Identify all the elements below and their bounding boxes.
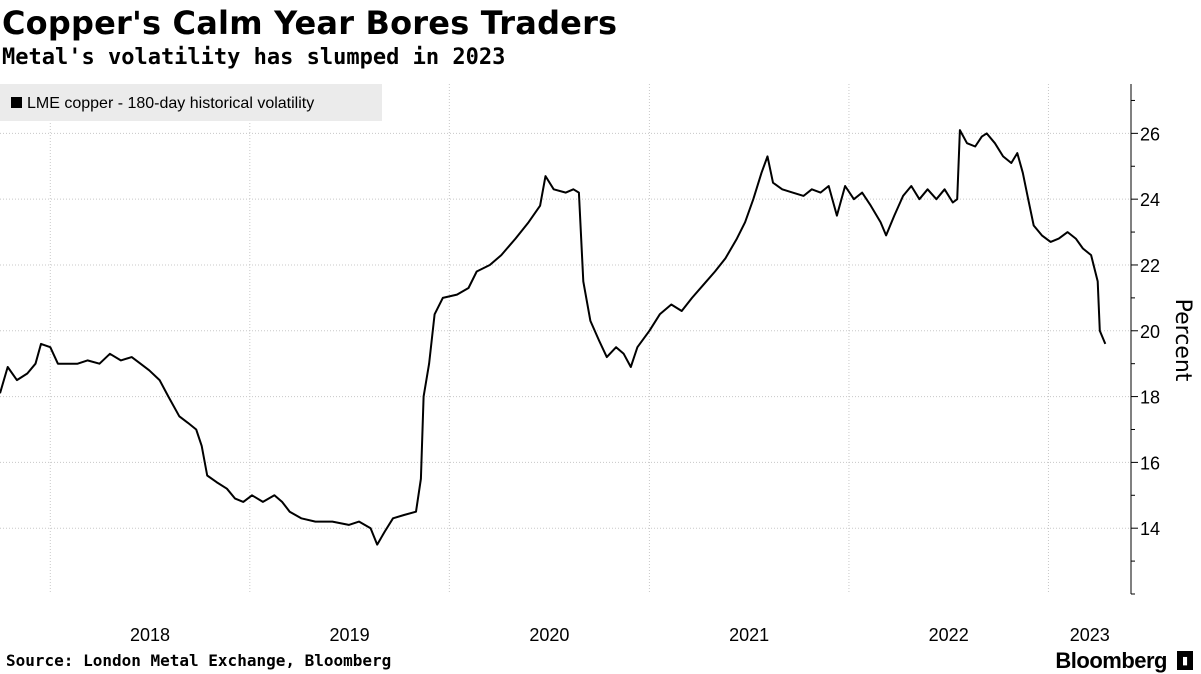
y-axis-label: Percent [1170, 299, 1195, 382]
bloomberg-terminal-icon: ▮ [1177, 651, 1193, 670]
x-axis: 2018 2019 2020 2021 2022 2023 [130, 625, 1110, 645]
series-group [0, 129, 1107, 546]
x-tick-label: 2021 [729, 625, 769, 645]
y-tick-label: 16 [1140, 453, 1160, 473]
grid [0, 84, 1131, 594]
source-note: Source: London Metal Exchange, Bloomberg [6, 651, 392, 670]
chart-title: Copper's Calm Year Bores Traders [2, 4, 618, 42]
y-tick-label: 22 [1140, 256, 1160, 276]
chart-subtitle: Metal's volatility has slumped in 2023 [2, 45, 506, 70]
y-tick-label: 26 [1140, 124, 1160, 144]
y-axis: 14 16 18 20 22 24 26 [1130, 84, 1160, 595]
series-line [0, 129, 1107, 546]
y-tick-label: 18 [1140, 388, 1160, 408]
x-tick-label: 2019 [330, 625, 370, 645]
y-tick-label: 24 [1140, 190, 1160, 210]
bloomberg-logo: Bloomberg [1055, 648, 1167, 673]
x-tick-label: 2022 [929, 625, 969, 645]
x-tick-label: 2023 [1070, 625, 1110, 645]
legend-background [0, 84, 382, 121]
y-tick-label: 20 [1140, 322, 1160, 342]
legend-swatch [11, 97, 22, 108]
legend-label: LME copper - 180-day historical volatili… [27, 95, 314, 112]
x-tick-label: 2018 [130, 625, 170, 645]
legend: LME copper - 180-day historical volatili… [0, 84, 382, 121]
x-tick-label: 2020 [529, 625, 569, 645]
y-tick-label: 14 [1140, 519, 1160, 539]
